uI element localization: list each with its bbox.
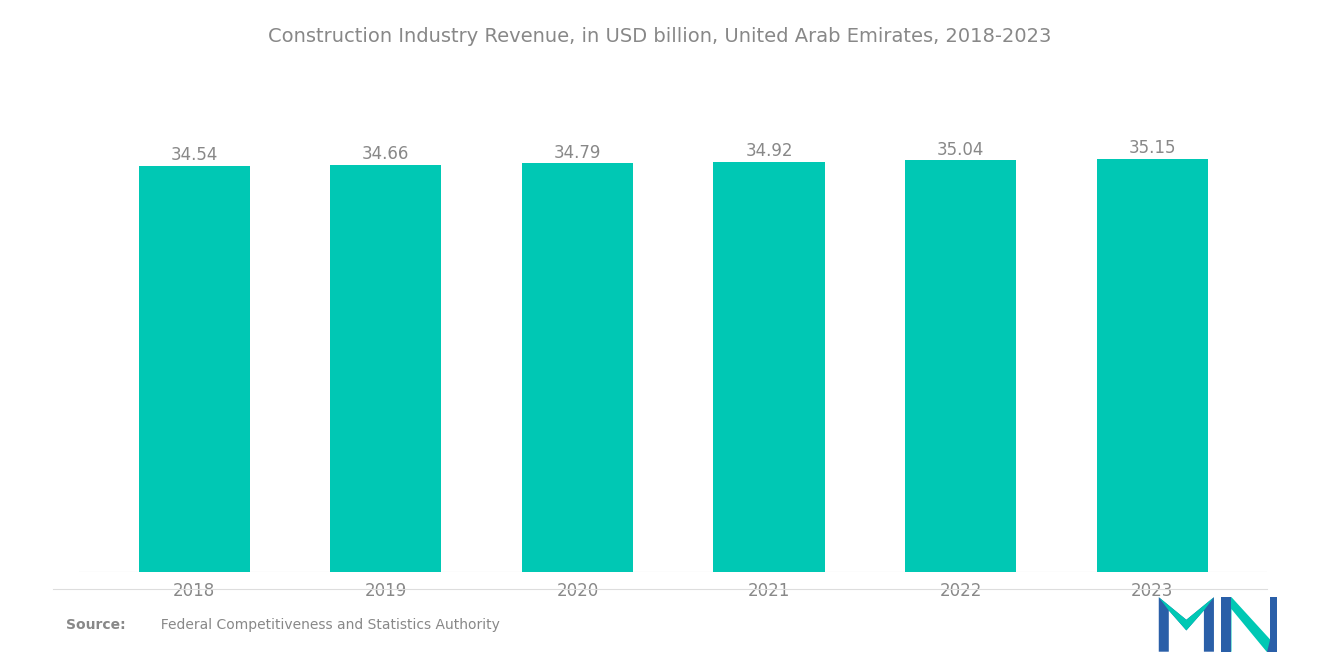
Text: 34.92: 34.92 [746, 142, 793, 160]
Bar [1097, 159, 1208, 572]
Polygon shape [1221, 597, 1232, 652]
Text: 35.04: 35.04 [937, 140, 985, 158]
Text: 34.79: 34.79 [553, 144, 601, 162]
Polygon shape [1267, 597, 1276, 652]
Polygon shape [1159, 597, 1214, 630]
Text: Construction Industry Revenue, in USD billion, United Arab Emirates, 2018-2023: Construction Industry Revenue, in USD bi… [268, 27, 1052, 46]
Polygon shape [1159, 597, 1214, 652]
Text: 34.54: 34.54 [170, 146, 218, 164]
Bar [139, 166, 249, 572]
Bar [906, 160, 1016, 572]
Polygon shape [1221, 597, 1276, 652]
Text: Source:: Source: [66, 618, 125, 632]
Text: 35.15: 35.15 [1129, 139, 1176, 158]
Text: Federal Competitiveness and Statistics Authority: Federal Competitiveness and Statistics A… [152, 618, 500, 632]
Bar [330, 165, 441, 572]
Bar [713, 162, 825, 572]
Text: 34.66: 34.66 [362, 145, 409, 163]
Bar [521, 164, 634, 572]
